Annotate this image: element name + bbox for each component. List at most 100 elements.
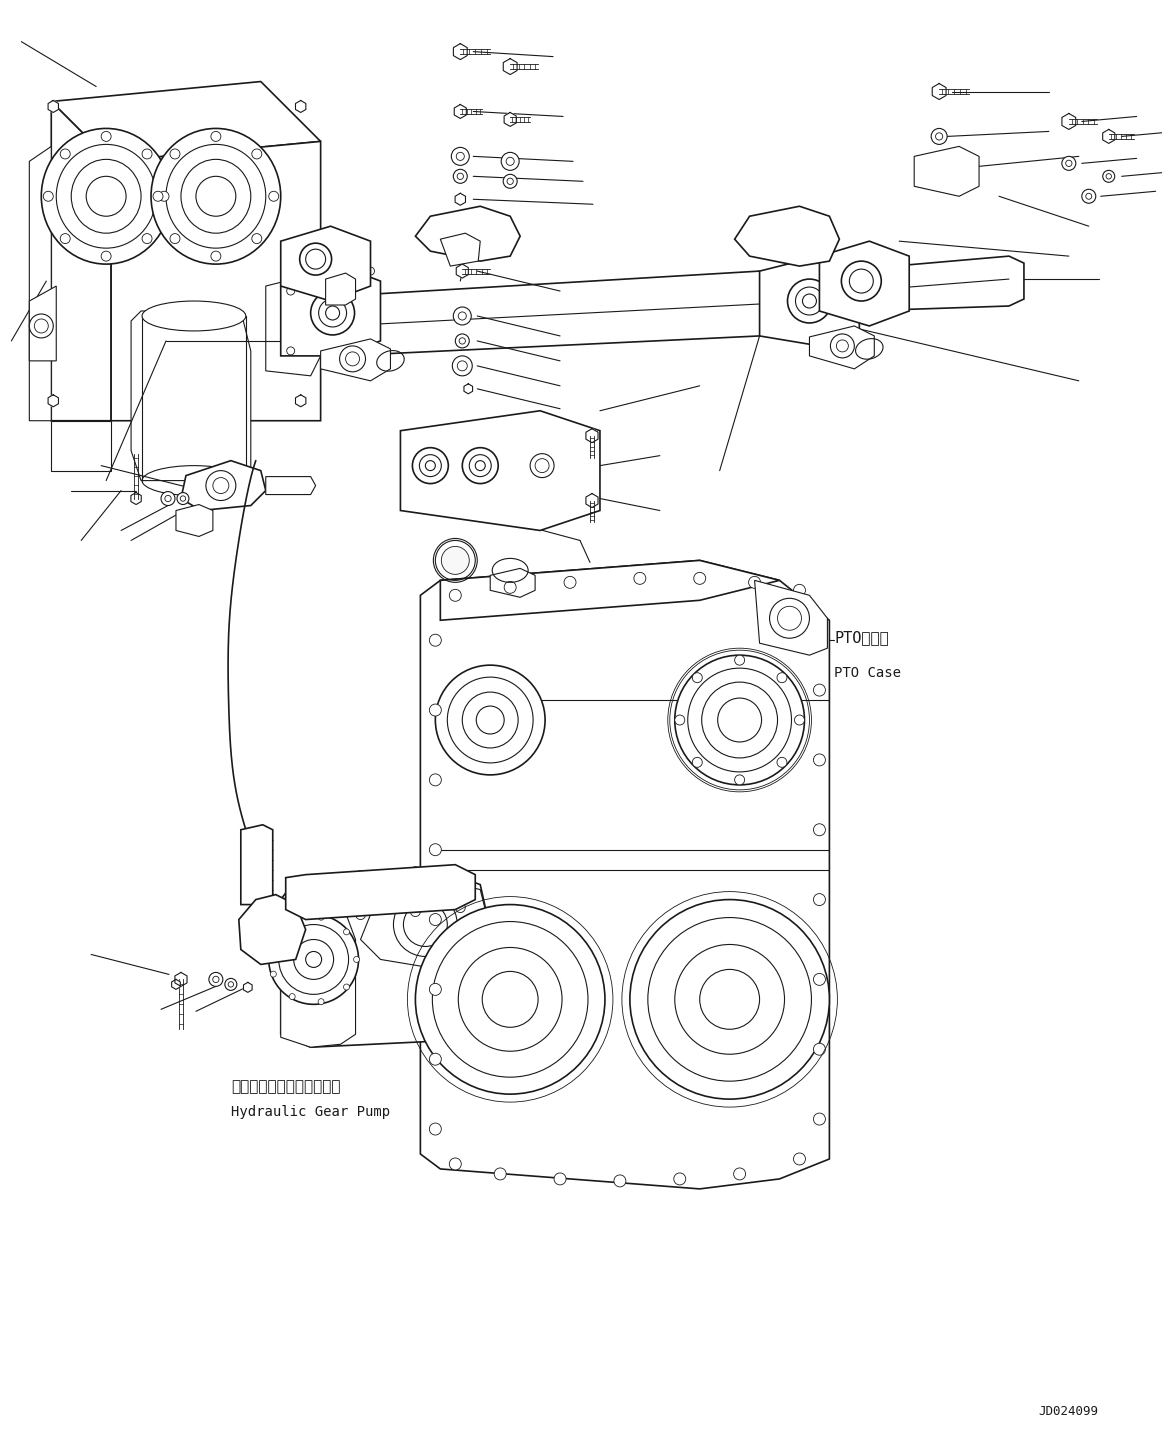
Circle shape bbox=[675, 945, 785, 1054]
Circle shape bbox=[429, 913, 441, 926]
Circle shape bbox=[777, 673, 787, 683]
Text: Hydraulic Gear Pump: Hydraulic Gear Pump bbox=[230, 1105, 390, 1120]
Circle shape bbox=[354, 957, 359, 963]
Circle shape bbox=[1106, 173, 1112, 179]
Circle shape bbox=[630, 900, 829, 1099]
Circle shape bbox=[459, 337, 465, 345]
Polygon shape bbox=[243, 983, 252, 993]
Polygon shape bbox=[1103, 129, 1115, 144]
Circle shape bbox=[311, 291, 355, 334]
Circle shape bbox=[177, 493, 188, 505]
Circle shape bbox=[1062, 157, 1076, 170]
Circle shape bbox=[60, 148, 70, 158]
Polygon shape bbox=[755, 580, 827, 656]
Circle shape bbox=[452, 356, 472, 375]
Circle shape bbox=[429, 1053, 441, 1066]
Circle shape bbox=[443, 548, 468, 573]
Circle shape bbox=[771, 218, 807, 254]
Circle shape bbox=[507, 179, 513, 185]
Circle shape bbox=[270, 971, 277, 977]
Circle shape bbox=[813, 824, 826, 836]
Polygon shape bbox=[735, 206, 840, 266]
Circle shape bbox=[326, 305, 340, 320]
Circle shape bbox=[1082, 189, 1096, 204]
Circle shape bbox=[451, 147, 469, 166]
Polygon shape bbox=[586, 429, 598, 442]
Polygon shape bbox=[29, 286, 56, 361]
Polygon shape bbox=[131, 311, 251, 481]
Circle shape bbox=[813, 683, 826, 696]
Circle shape bbox=[692, 673, 702, 683]
Polygon shape bbox=[51, 420, 112, 471]
Circle shape bbox=[101, 252, 112, 262]
Circle shape bbox=[455, 215, 491, 252]
Ellipse shape bbox=[151, 128, 280, 265]
Circle shape bbox=[449, 1157, 462, 1170]
Polygon shape bbox=[759, 256, 859, 346]
Circle shape bbox=[462, 448, 498, 484]
Circle shape bbox=[435, 664, 545, 775]
Circle shape bbox=[211, 252, 221, 262]
Polygon shape bbox=[504, 112, 516, 126]
Circle shape bbox=[462, 692, 519, 747]
Ellipse shape bbox=[142, 301, 245, 332]
Polygon shape bbox=[455, 105, 466, 118]
Circle shape bbox=[294, 939, 334, 980]
Polygon shape bbox=[112, 141, 321, 420]
Circle shape bbox=[43, 192, 53, 201]
Circle shape bbox=[60, 234, 70, 244]
Circle shape bbox=[813, 1043, 826, 1056]
Polygon shape bbox=[859, 256, 1023, 311]
Circle shape bbox=[165, 496, 171, 502]
Circle shape bbox=[1065, 160, 1072, 167]
Circle shape bbox=[564, 576, 576, 589]
Circle shape bbox=[701, 682, 778, 758]
Circle shape bbox=[530, 454, 554, 477]
Circle shape bbox=[366, 268, 374, 275]
Circle shape bbox=[501, 153, 519, 170]
Circle shape bbox=[735, 775, 744, 785]
Text: ハイドロリックギアポンプ: ハイドロリックギアポンプ bbox=[230, 1079, 341, 1093]
Polygon shape bbox=[456, 265, 469, 278]
Polygon shape bbox=[176, 505, 213, 537]
Circle shape bbox=[393, 893, 457, 957]
Circle shape bbox=[269, 915, 358, 1005]
Circle shape bbox=[932, 128, 947, 144]
Circle shape bbox=[429, 1122, 441, 1136]
Circle shape bbox=[287, 286, 294, 295]
Circle shape bbox=[794, 715, 805, 726]
Polygon shape bbox=[809, 326, 875, 369]
Circle shape bbox=[614, 1175, 626, 1186]
Circle shape bbox=[770, 598, 809, 638]
Circle shape bbox=[675, 715, 685, 726]
Circle shape bbox=[29, 314, 53, 337]
Circle shape bbox=[270, 942, 277, 948]
Circle shape bbox=[429, 704, 441, 715]
Circle shape bbox=[634, 573, 645, 585]
Circle shape bbox=[170, 234, 180, 244]
Circle shape bbox=[356, 871, 365, 881]
Circle shape bbox=[476, 461, 485, 471]
Polygon shape bbox=[441, 233, 480, 266]
Circle shape bbox=[1103, 170, 1114, 182]
Circle shape bbox=[506, 157, 514, 166]
Circle shape bbox=[458, 948, 562, 1051]
Circle shape bbox=[170, 148, 180, 158]
Polygon shape bbox=[51, 81, 321, 161]
Circle shape bbox=[813, 755, 826, 766]
Circle shape bbox=[180, 496, 186, 502]
Polygon shape bbox=[174, 973, 187, 986]
Polygon shape bbox=[1062, 113, 1076, 129]
Polygon shape bbox=[51, 102, 112, 420]
Circle shape bbox=[142, 234, 152, 244]
Polygon shape bbox=[280, 266, 380, 356]
Polygon shape bbox=[415, 206, 520, 262]
Circle shape bbox=[329, 279, 349, 300]
Polygon shape bbox=[914, 147, 979, 196]
Circle shape bbox=[411, 907, 420, 916]
Circle shape bbox=[456, 153, 464, 160]
Circle shape bbox=[734, 1168, 745, 1179]
Circle shape bbox=[366, 342, 374, 350]
Circle shape bbox=[673, 1173, 686, 1185]
Circle shape bbox=[160, 491, 174, 506]
